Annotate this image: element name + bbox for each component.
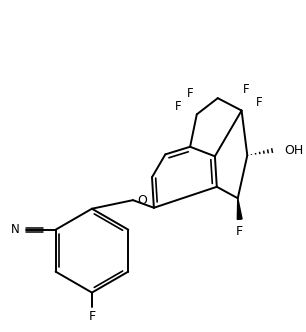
- Text: F: F: [187, 87, 193, 100]
- Polygon shape: [237, 198, 242, 219]
- Text: F: F: [243, 83, 250, 96]
- Text: O: O: [138, 194, 147, 207]
- Text: F: F: [174, 100, 181, 113]
- Text: F: F: [256, 96, 262, 110]
- Text: F: F: [88, 310, 95, 323]
- Text: F: F: [236, 225, 243, 238]
- Text: OH: OH: [285, 144, 304, 157]
- Text: N: N: [11, 223, 19, 236]
